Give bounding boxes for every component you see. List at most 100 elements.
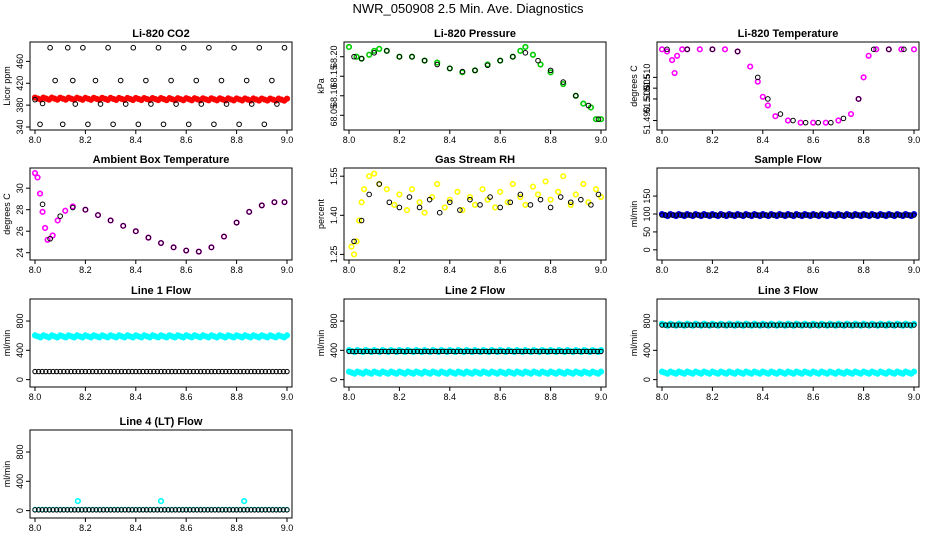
data-point <box>597 368 605 375</box>
data-point <box>169 368 175 375</box>
data-point <box>664 46 670 53</box>
data-point <box>846 322 852 328</box>
data-point <box>348 243 355 250</box>
data-point <box>713 212 719 218</box>
data-point <box>911 322 917 328</box>
data-point <box>587 348 593 355</box>
data-point <box>461 348 467 355</box>
data-point <box>658 46 666 53</box>
data-point <box>57 368 63 375</box>
data-point <box>157 497 165 505</box>
data-point <box>262 368 269 375</box>
x-tick-label: 8.2 <box>79 265 92 275</box>
data-point <box>677 212 683 218</box>
data-point <box>547 204 554 211</box>
data-point <box>684 46 691 53</box>
data-point <box>246 209 252 215</box>
data-point <box>724 322 730 328</box>
data-point <box>796 212 802 218</box>
data-point <box>143 507 150 513</box>
data-point <box>125 368 132 375</box>
data-point <box>721 46 729 53</box>
data-point <box>850 212 856 218</box>
x-tick-label: 8.4 <box>130 265 143 275</box>
data-point <box>136 507 143 513</box>
data-point <box>526 348 532 355</box>
x-tick-label: 8.6 <box>494 392 507 402</box>
data-point <box>517 191 524 198</box>
data-point <box>416 199 423 206</box>
data-point <box>97 507 103 513</box>
data-point <box>223 368 229 375</box>
data-point <box>522 201 529 208</box>
x-tick-label: 9.0 <box>595 265 608 275</box>
data-point <box>39 201 46 208</box>
data-point <box>889 322 896 328</box>
data-point <box>236 121 242 128</box>
data-point <box>259 202 265 209</box>
x-tick-label: 8.4 <box>130 523 143 533</box>
data-point <box>89 368 96 375</box>
data-point <box>695 212 701 218</box>
x-tick-label: 9.0 <box>281 523 294 533</box>
data-point <box>691 322 698 328</box>
data-point <box>702 322 708 328</box>
data-point <box>93 507 99 513</box>
data-point <box>371 348 377 355</box>
y-axis-label: Licor ppm <box>2 66 12 106</box>
data-point <box>569 348 575 355</box>
x-tick-label: 8.4 <box>444 135 457 145</box>
data-point <box>68 368 74 375</box>
x-tick-label: 8.2 <box>706 265 719 275</box>
data-point <box>59 121 66 128</box>
y-tick-label: 30 <box>15 183 25 193</box>
data-point <box>835 212 842 218</box>
data-point <box>871 322 878 328</box>
data-point <box>190 507 197 513</box>
data-point <box>857 212 863 218</box>
data-point <box>53 507 60 513</box>
data-point <box>104 368 110 375</box>
data-point <box>154 507 161 513</box>
data-point <box>82 368 89 375</box>
data-point <box>416 204 423 211</box>
data-point <box>143 368 150 375</box>
data-point <box>262 507 269 513</box>
data-point <box>376 45 383 53</box>
data-point <box>560 173 567 180</box>
data-point <box>508 348 514 355</box>
data-point <box>860 322 867 328</box>
x-tick-label: 8.4 <box>130 135 143 145</box>
data-point <box>738 212 744 218</box>
data-point <box>904 212 910 218</box>
data-point <box>122 368 128 375</box>
data-point <box>241 368 247 375</box>
series-calibration <box>664 46 907 126</box>
data-point <box>662 212 669 218</box>
y-tick-label: 1.40 <box>329 207 339 225</box>
data-point <box>61 368 67 375</box>
data-point <box>677 322 683 328</box>
data-point <box>497 348 503 355</box>
data-point <box>269 77 275 84</box>
series-sample <box>658 368 918 377</box>
data-point <box>764 102 771 109</box>
data-point <box>122 507 128 513</box>
data-point <box>447 348 453 355</box>
data-point <box>763 322 770 328</box>
y-tick-label: 51.510 <box>642 64 652 92</box>
y-axis-label: kPa <box>316 78 326 94</box>
data-point <box>597 116 605 123</box>
data-point <box>219 507 225 513</box>
data-point <box>133 368 139 375</box>
data-point <box>747 63 754 70</box>
x-tick-label: 8.0 <box>343 392 356 402</box>
data-point <box>31 170 39 177</box>
data-point <box>283 95 291 102</box>
data-point <box>208 368 215 375</box>
data-point <box>346 348 352 355</box>
data-point <box>860 74 867 81</box>
data-point <box>62 207 69 214</box>
data-point <box>173 101 179 107</box>
data-point <box>778 322 784 328</box>
